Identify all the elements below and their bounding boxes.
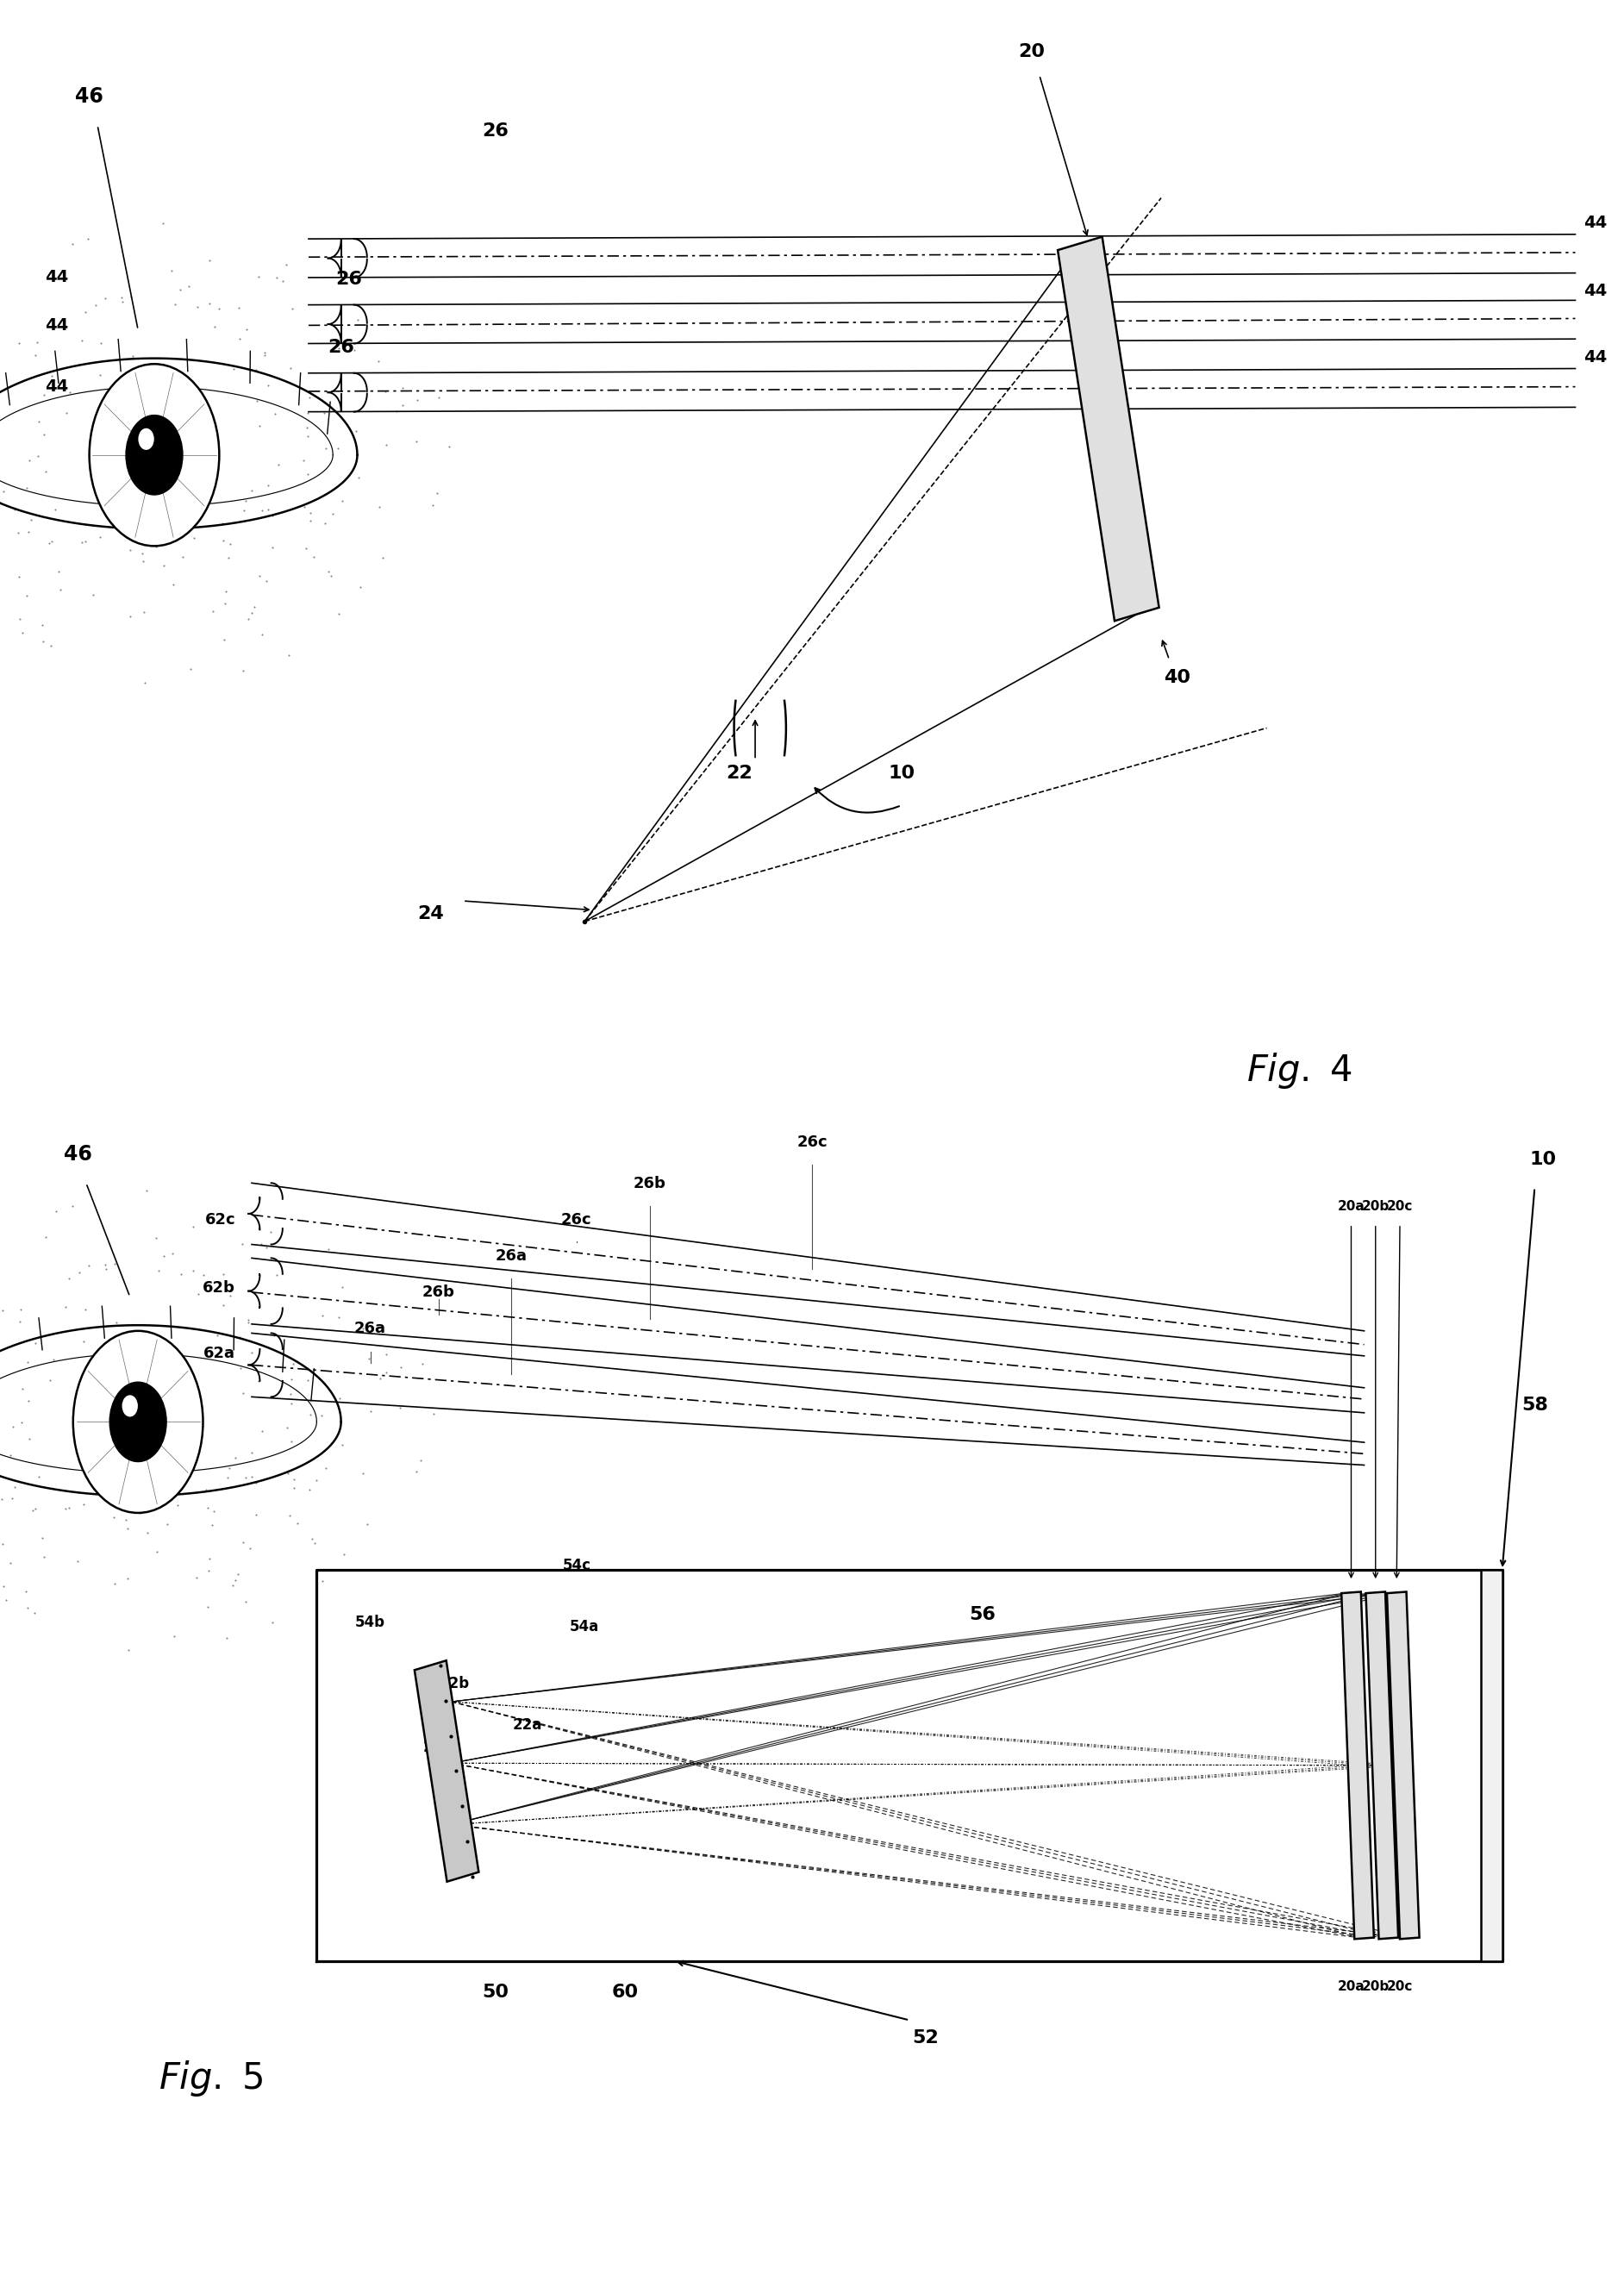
Polygon shape xyxy=(1366,1592,1398,1938)
Text: 62c: 62c xyxy=(205,1213,235,1228)
Text: 20c: 20c xyxy=(1387,1979,1413,1993)
Text: 24: 24 xyxy=(417,905,443,924)
Text: 46: 46 xyxy=(63,1144,93,1165)
Text: 44: 44 xyxy=(45,316,68,334)
Text: 54c: 54c xyxy=(562,1558,591,1574)
Text: 26c: 26c xyxy=(797,1135,827,1151)
Text: 26a: 26a xyxy=(495,1249,528,1265)
Text: 58: 58 xyxy=(1522,1397,1548,1415)
Text: 22b: 22b xyxy=(440,1677,469,1693)
Text: 60: 60 xyxy=(612,1984,638,2002)
Text: 26b: 26b xyxy=(422,1285,455,1301)
Text: 56: 56 xyxy=(970,1606,996,1624)
Text: 52: 52 xyxy=(913,2029,939,2047)
Text: 20a: 20a xyxy=(1338,1979,1364,1993)
Text: 10: 10 xyxy=(1530,1151,1556,1169)
Circle shape xyxy=(123,1395,136,1415)
Circle shape xyxy=(127,414,182,494)
Text: 54b: 54b xyxy=(356,1615,385,1631)
Text: 26a: 26a xyxy=(354,1322,387,1338)
Text: $\mathbf{\mathit{Fig.\ 5}}$: $\mathbf{\mathit{Fig.\ 5}}$ xyxy=(159,2059,263,2098)
Text: 22: 22 xyxy=(726,764,752,783)
Text: 54a: 54a xyxy=(570,1620,599,1636)
Text: 50: 50 xyxy=(482,1984,508,2002)
Text: $\mathbf{\mathit{Fig.\ 4}}$: $\mathbf{\mathit{Fig.\ 4}}$ xyxy=(1246,1051,1353,1090)
Text: 46: 46 xyxy=(75,86,104,107)
Polygon shape xyxy=(1387,1592,1419,1938)
Polygon shape xyxy=(414,1661,479,1881)
Text: 44: 44 xyxy=(1583,348,1606,366)
Text: 26c: 26c xyxy=(562,1213,591,1228)
Circle shape xyxy=(89,364,219,546)
Text: 44: 44 xyxy=(45,378,68,396)
Circle shape xyxy=(73,1331,203,1513)
Circle shape xyxy=(138,428,153,450)
Text: 20: 20 xyxy=(1018,43,1044,61)
Text: 10: 10 xyxy=(888,764,914,783)
Text: 26: 26 xyxy=(482,123,508,141)
Text: 20c: 20c xyxy=(1387,1199,1413,1213)
Text: 44: 44 xyxy=(1583,282,1606,300)
Text: 20b: 20b xyxy=(1361,1199,1390,1213)
Text: 62b: 62b xyxy=(203,1281,235,1297)
Polygon shape xyxy=(1057,237,1160,621)
Text: 26b: 26b xyxy=(633,1176,666,1192)
Text: 40: 40 xyxy=(1164,669,1190,687)
Polygon shape xyxy=(1341,1592,1374,1938)
Polygon shape xyxy=(1481,1570,1502,1961)
Text: 62a: 62a xyxy=(203,1347,235,1363)
Text: 44: 44 xyxy=(1583,214,1606,232)
Text: 44: 44 xyxy=(45,268,68,287)
Text: 26: 26 xyxy=(336,271,362,289)
Text: 20: 20 xyxy=(1353,1927,1376,1943)
Text: 22b: 22b xyxy=(424,1740,453,1756)
Circle shape xyxy=(110,1383,167,1463)
Text: 20b: 20b xyxy=(1361,1979,1390,1993)
Text: 22a: 22a xyxy=(513,1718,542,1734)
Text: 20a: 20a xyxy=(1338,1199,1364,1213)
Text: 26: 26 xyxy=(328,339,354,357)
